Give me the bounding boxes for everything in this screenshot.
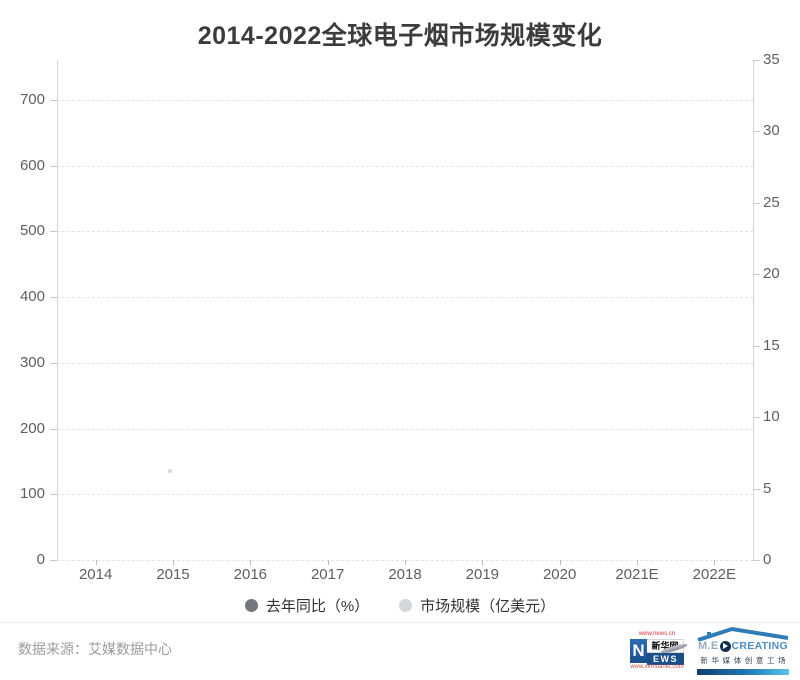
xinhuanet-ews-text: EWS (647, 652, 684, 665)
x-axis-label: 2015 (156, 566, 190, 583)
left-axis-label: 500 (19, 222, 45, 240)
right-axis-label: 0 (763, 551, 772, 568)
x-axis-tick (405, 560, 406, 565)
right-axis-label: 15 (763, 336, 780, 354)
xinhuanet-n-icon: N (630, 638, 647, 663)
medcreating-subtitle: 新华媒体创意工场 (700, 656, 790, 665)
right-axis-label: 20 (763, 265, 780, 283)
right-axis-tick (753, 202, 760, 204)
legend-item-market-size[interactable]: 市场规模（亿美元） (399, 595, 555, 616)
legend-marker-icon (244, 599, 258, 612)
left-axis-label: 0 (36, 551, 45, 568)
right-axis-label: 5 (763, 479, 772, 497)
x-axis-label: 2017 (310, 566, 345, 583)
right-axis-label: 35 (763, 51, 780, 68)
play-icon (719, 640, 731, 652)
xinhuanet-logo-mark: N 新华网 EWS (630, 638, 684, 665)
left-axis-tick (50, 100, 57, 101)
xinhuanet-url-bottom: www.xinhuanet.com (630, 663, 684, 670)
x-axis-tick (173, 560, 174, 565)
left-axis-label: 700 (19, 91, 45, 108)
medcreating-wordmark: M.E CREATING (698, 640, 788, 652)
left-axis-label: 300 (19, 353, 45, 371)
gridline (57, 100, 753, 101)
x-axis-tick (482, 560, 484, 565)
left-axis-label: 100 (19, 485, 45, 503)
left-axis-tick (50, 560, 57, 561)
gridline (57, 362, 753, 364)
left-axis-tick (50, 297, 57, 299)
legend-marker-icon (399, 599, 413, 612)
right-axis-tick (753, 131, 760, 133)
x-axis-label: 2021E (615, 566, 659, 583)
x-axis-tick (95, 560, 97, 565)
right-axis-tick (753, 560, 760, 561)
right-axis-label: 30 (763, 122, 780, 140)
right-axis-tick (753, 274, 760, 276)
legend-label-yoy: 去年同比（%） (265, 598, 370, 615)
left-axis-label: 200 (19, 419, 45, 437)
right-axis-tick (753, 60, 760, 61)
x-axis-label: 2022E (692, 566, 737, 583)
legend-item-yoy[interactable]: 去年同比（%） (244, 595, 370, 616)
right-axis-line (753, 60, 754, 560)
medcreating-pre-text: M.E (698, 640, 719, 652)
medcreating-rest-text: CREATING (731, 640, 788, 652)
gridline (57, 297, 753, 299)
left-axis-tick (50, 428, 57, 430)
x-axis-tick (637, 560, 638, 565)
chart-title: 2014-2022全球电子烟市场规模变化 (197, 22, 603, 50)
gridline (57, 494, 753, 496)
artifact-dot (168, 469, 172, 473)
left-axis-line (57, 60, 58, 560)
footer-separator (0, 622, 800, 623)
left-axis-tick (50, 231, 57, 233)
left-axis-label: 400 (19, 288, 45, 306)
x-axis-tick (714, 560, 716, 565)
gridline (57, 428, 753, 430)
right-axis-label: 25 (763, 193, 780, 211)
xinhuanet-url-top: www.news.cn (638, 630, 676, 637)
footer-logos: www.news.cn N 新华网 EWS www.xinhuanet.com … (630, 626, 792, 675)
medcreating-logo: M.E CREATING 新华媒体创意工场 (694, 626, 792, 675)
gridline (57, 165, 753, 167)
x-axis-label: 2014 (78, 566, 113, 583)
xinhuanet-logo: www.news.cn N 新华网 EWS www.xinhuanet.com (630, 630, 689, 671)
x-axis-label: 2016 (233, 566, 268, 583)
legend-label-market-size: 市场规模（亿美元） (420, 598, 556, 615)
left-axis-label: 600 (19, 156, 45, 174)
medcreating-gradient-bar (697, 669, 789, 675)
right-axis-label: 10 (763, 408, 780, 426)
left-axis-tick (50, 494, 57, 496)
left-axis-tick (50, 165, 57, 167)
x-axis-tick (559, 560, 561, 565)
gridline (57, 231, 753, 233)
right-axis-tick (753, 488, 760, 490)
medcreating-roof-icon (697, 626, 789, 641)
left-axis-tick (50, 362, 57, 364)
x-axis-label: 2020 (542, 566, 577, 583)
legend: 去年同比（%） 市场规模（亿美元） (0, 595, 800, 616)
x-axis-label: 2018 (388, 566, 422, 583)
right-axis-tick (753, 345, 760, 347)
data-source-text: 数据来源：艾媒数据中心 (18, 641, 172, 657)
x-axis-label: 2019 (465, 566, 500, 583)
x-axis-tick (250, 560, 252, 565)
x-axis-tick (327, 560, 329, 565)
right-axis-tick (753, 417, 760, 419)
